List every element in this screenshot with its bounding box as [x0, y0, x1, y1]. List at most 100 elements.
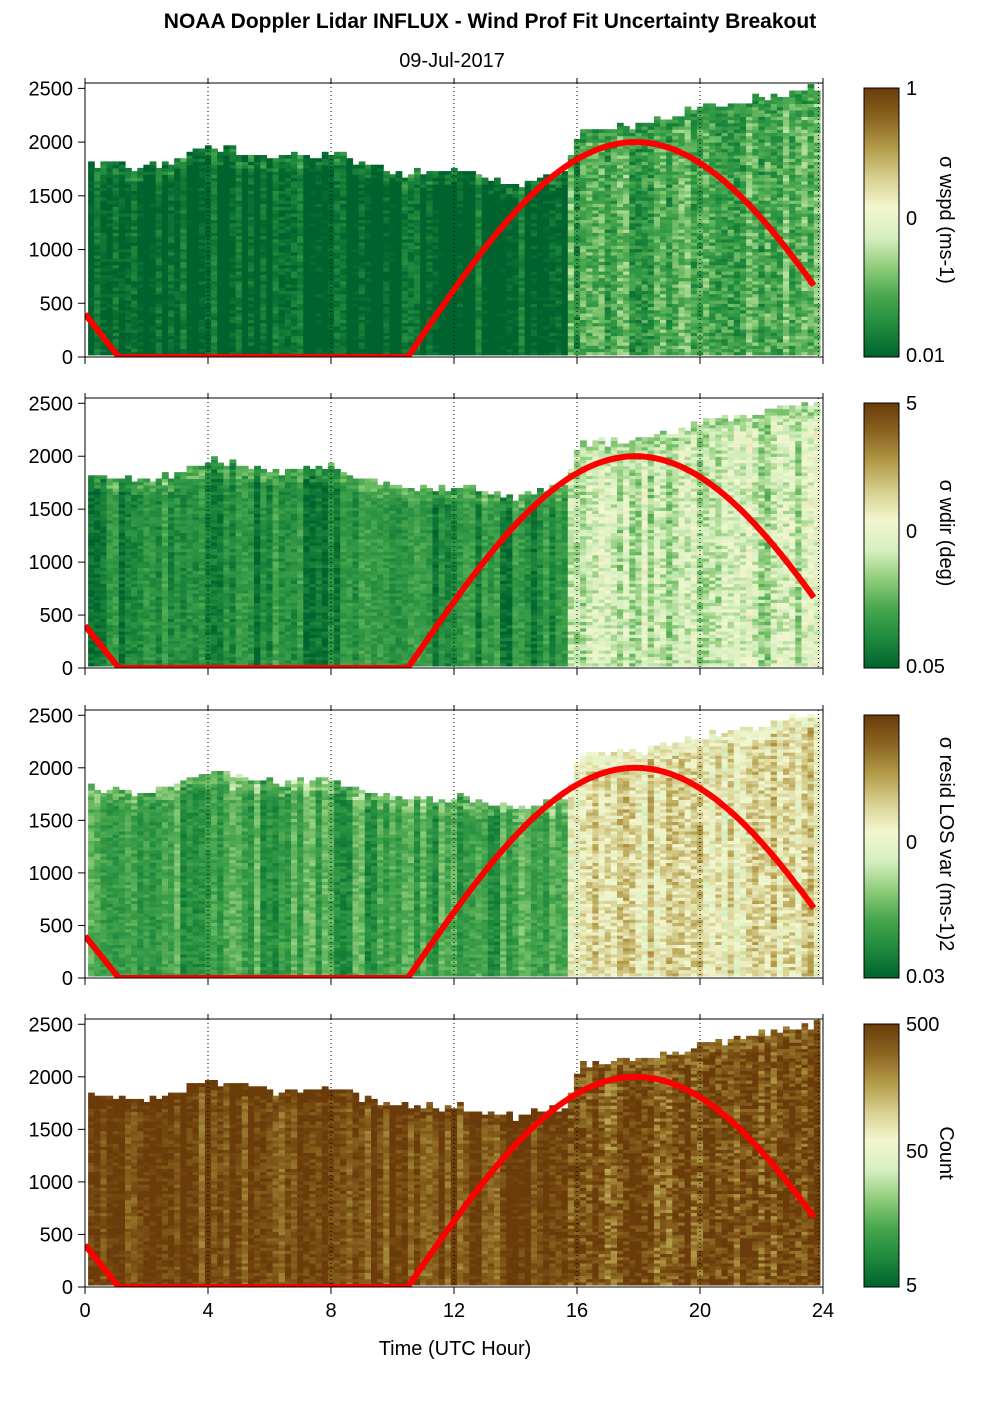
heatmap-cell: [260, 261, 267, 265]
heatmap-cell: [199, 245, 206, 249]
heatmap-cell: [383, 220, 390, 224]
heatmap-cell: [242, 300, 249, 304]
heatmap-cell: [531, 287, 538, 291]
heatmap-cell: [340, 287, 347, 291]
heatmap-cell: [193, 232, 200, 236]
heatmap-cell: [537, 300, 544, 304]
heatmap-cell: [488, 316, 495, 320]
heatmap-cell: [303, 274, 310, 278]
heatmap-cell: [187, 287, 194, 291]
heatmap-cell: [439, 207, 446, 211]
heatmap-cell: [211, 287, 218, 291]
heatmap-cell: [402, 191, 409, 195]
heatmap-cell: [402, 287, 409, 291]
heatmap-cell: [562, 191, 569, 195]
heatmap-cell: [469, 178, 476, 182]
heatmap-cell: [353, 329, 360, 333]
heatmap-cell: [426, 232, 433, 236]
heatmap-cell: [211, 300, 218, 304]
heatmap-cell: [187, 232, 194, 236]
heatmap-cell: [586, 129, 593, 133]
heatmap-cell: [592, 220, 599, 224]
heatmap-cell: [525, 329, 532, 333]
heatmap-cell: [476, 232, 483, 236]
heatmap-cell: [100, 287, 107, 291]
heatmap-cell: [599, 316, 606, 320]
heatmap-cell: [433, 261, 440, 265]
heatmap-cell: [187, 245, 194, 249]
heatmap-cell: [107, 245, 114, 249]
heatmap-cell: [223, 245, 230, 249]
heatmap-cell: [193, 287, 200, 291]
heatmap-cell: [574, 220, 581, 224]
heatmap-cell: [592, 274, 599, 278]
heatmap-cell: [211, 220, 218, 224]
heatmap-cell: [199, 316, 206, 320]
heatmap-cell: [279, 329, 286, 333]
heatmap-cell: [580, 220, 587, 224]
heatmap-cell: [285, 245, 292, 249]
heatmap-cell: [346, 342, 353, 346]
heatmap-cell: [371, 287, 378, 291]
heatmap-cell: [469, 220, 476, 224]
heatmap-cell: [223, 165, 230, 169]
heatmap-cell: [211, 178, 218, 182]
heatmap-cell: [230, 220, 237, 224]
heatmap-cell: [310, 207, 317, 211]
heatmap-cell: [482, 232, 489, 236]
heatmap-cell: [371, 165, 378, 169]
heatmap-cell: [150, 261, 157, 265]
heatmap-cell: [420, 191, 427, 195]
heatmap-cell: [414, 300, 421, 304]
heatmap-cell: [303, 220, 310, 224]
heatmap-cell: [383, 207, 390, 211]
heatmap-cell: [580, 191, 587, 195]
heatmap-cell: [279, 191, 286, 195]
heatmap-cell: [519, 329, 526, 333]
heatmap-cell: [143, 261, 150, 265]
heatmap-cell: [150, 329, 157, 333]
heatmap-cell: [586, 136, 593, 140]
heatmap-cell: [260, 207, 267, 211]
heatmap-cell: [322, 207, 329, 211]
heatmap-cell: [556, 287, 563, 291]
heatmap-cell: [131, 220, 138, 224]
heatmap-cell: [377, 191, 384, 195]
heatmap-cell: [494, 220, 501, 224]
heatmap-cell: [506, 245, 513, 249]
heatmap-cell: [285, 232, 292, 236]
heatmap-cell: [568, 329, 575, 333]
heatmap-cell: [568, 287, 575, 291]
heatmap-cell: [500, 342, 507, 346]
heatmap-cell: [174, 300, 181, 304]
heatmap-cell: [143, 220, 150, 224]
heatmap-cell: [414, 329, 421, 333]
heatmap-cell: [260, 316, 267, 320]
heatmap-cell: [113, 300, 120, 304]
heatmap-cell: [426, 342, 433, 346]
heatmap-cell: [476, 316, 483, 320]
heatmap-cell: [303, 329, 310, 333]
heatmap-cell: [562, 274, 569, 278]
heatmap-cell: [156, 274, 163, 278]
heatmap-cell: [592, 316, 599, 320]
heatmap-cell: [187, 274, 194, 278]
heatmap-cell: [506, 287, 513, 291]
heatmap-cell: [168, 165, 175, 169]
heatmap-cell: [599, 300, 606, 304]
heatmap-cell: [359, 261, 366, 265]
heatmap-cell: [100, 207, 107, 211]
heatmap-cell: [562, 329, 569, 333]
heatmap-cell: [512, 316, 519, 320]
heatmap-cell: [500, 316, 507, 320]
heatmap-cell: [150, 178, 157, 182]
heatmap-cell: [340, 191, 347, 195]
heatmap-cell: [193, 178, 200, 182]
heatmap-cell: [371, 191, 378, 195]
heatmap-cell: [291, 178, 298, 182]
heatmap-cell: [285, 155, 292, 159]
heatmap-cell: [340, 220, 347, 224]
heatmap-cell: [168, 207, 175, 211]
heatmap-cell: [457, 261, 464, 265]
heatmap-cell: [310, 261, 317, 265]
